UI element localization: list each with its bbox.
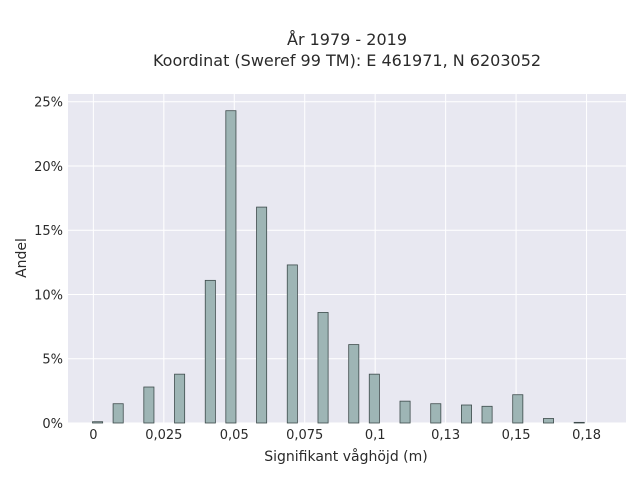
x-tick-label: 0,15 (502, 428, 531, 443)
y-tick-label: 0% (42, 417, 63, 432)
histogram-bar (543, 418, 554, 424)
plot-area (68, 94, 626, 423)
histogram-bar (92, 421, 104, 424)
x-axis-label: Signifikant våghöjd (m) (264, 448, 427, 465)
histogram-bar (573, 421, 585, 424)
chart-title-line1: År 1979 - 2019 (287, 30, 407, 49)
histogram-bar (225, 110, 237, 424)
y-tick-label: 15% (34, 224, 63, 239)
histogram-bar (143, 386, 155, 424)
histogram-bar (512, 394, 524, 424)
x-tick-label: 0,05 (220, 428, 249, 443)
bars (92, 110, 585, 424)
histogram-bar (461, 404, 472, 424)
histogram-bar (481, 405, 493, 424)
x-tick-label: 0 (89, 428, 97, 443)
histogram-bar (256, 206, 268, 424)
x-axis-ticks: 0 0,025 0,05 0,075 0,1 0,13 0,15 0,18 (89, 428, 601, 443)
histogram-bar (430, 403, 442, 424)
y-tick-label: 20% (34, 160, 63, 175)
histogram-bar (174, 373, 186, 424)
x-tick-label: 0,025 (145, 428, 182, 443)
histogram-bar (317, 312, 329, 424)
histogram-bar (368, 373, 380, 424)
histogram-bar (204, 279, 216, 424)
x-tick-label: 0,13 (431, 428, 460, 443)
histogram-bar (286, 264, 298, 424)
histogram-bar (399, 400, 411, 424)
y-axis-label: Andel (14, 238, 30, 278)
y-tick-label: 25% (34, 96, 63, 111)
histogram-bar (348, 344, 360, 424)
x-tick-label: 0,1 (365, 428, 386, 443)
y-tick-label: 5% (42, 353, 63, 368)
y-tick-label: 10% (34, 288, 63, 303)
grid-lines (68, 94, 626, 424)
chart-title-line2: Koordinat (Sweref 99 TM): E 461971, N 62… (153, 51, 541, 70)
x-tick-label: 0,18 (572, 428, 601, 443)
histogram-bar (112, 403, 124, 424)
y-axis-ticks: 0% 5% 10% 15% 20% 25% (34, 96, 63, 432)
x-tick-label: 0,075 (286, 428, 323, 443)
